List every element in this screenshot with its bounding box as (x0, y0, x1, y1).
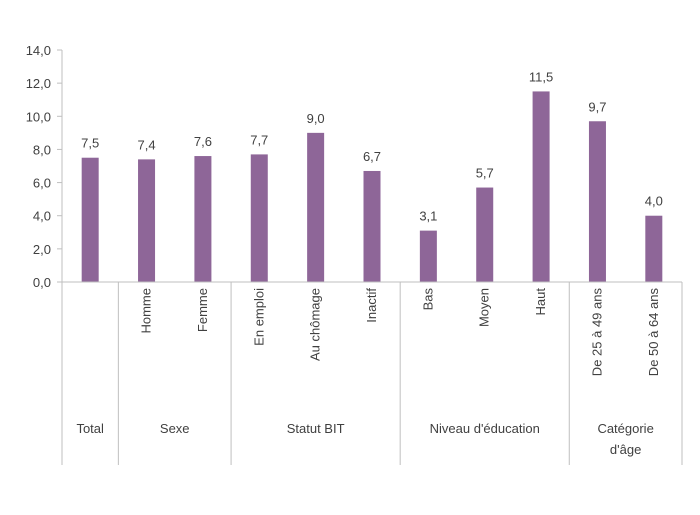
data-label: 4,0 (645, 194, 663, 209)
category-label: De 25 à 49 ans (589, 288, 604, 377)
category-label: Au chômage (308, 288, 323, 361)
data-label: 6,7 (363, 149, 381, 164)
category-label: Moyen (477, 288, 492, 327)
value-labels: 7,5 7,4 7,6 7,7 9,0 6,7 3,1 5,7 11,5 9,7 4,0 (81, 69, 663, 223)
data-label: 11,5 (529, 69, 553, 84)
y-tick-label: 4,0 (33, 209, 51, 224)
bar (250, 154, 268, 282)
y-tick-label: 8,0 (33, 142, 51, 157)
x-axis: Homme Femme En emploi Au chômage Inactif Bas M… (61, 281, 683, 465)
category-label: De 50 à 64 ans (646, 288, 661, 377)
data-label: 7,5 (81, 136, 99, 151)
bar (645, 215, 663, 282)
group-label: Total (76, 421, 104, 436)
group-label: d'âge (610, 442, 641, 457)
bar (532, 91, 550, 282)
y-tick-label: 10,0 (26, 109, 51, 124)
bar (363, 170, 381, 282)
y-axis: 0,0 2,0 4,0 6,0 8,0 10,0 12,0 14,0 (26, 43, 63, 290)
bar (307, 132, 325, 282)
bars (81, 91, 663, 282)
category-label: Homme (139, 288, 154, 334)
category-label: En emploi (251, 288, 266, 346)
category-label: Haut (533, 288, 548, 316)
bar (588, 121, 606, 282)
group-label: Sexe (160, 421, 190, 436)
data-label: 7,4 (138, 137, 156, 152)
data-label: 9,7 (588, 99, 606, 114)
data-label: 3,1 (419, 209, 437, 224)
y-tick-label: 14,0 (26, 43, 51, 58)
bar (194, 156, 212, 282)
data-label: 7,6 (194, 134, 212, 149)
category-label: Bas (420, 288, 435, 311)
group-label: Statut BIT (287, 421, 345, 436)
y-tick-label: 12,0 (26, 76, 51, 91)
y-tick-label: 0,0 (33, 275, 51, 290)
category-label: Femme (195, 288, 210, 332)
category-label: Inactif (364, 288, 379, 323)
bar (476, 187, 494, 282)
bar (138, 159, 156, 282)
data-label: 7,7 (250, 132, 268, 147)
data-label: 5,7 (476, 166, 494, 181)
group-label: Catégorie (597, 421, 653, 436)
bar (81, 157, 99, 282)
group-label: Niveau d'éducation (430, 421, 540, 436)
y-tick-label: 6,0 (33, 176, 51, 191)
bar (419, 230, 437, 282)
data-label: 9,0 (307, 111, 325, 126)
y-tick-label: 2,0 (33, 242, 51, 257)
